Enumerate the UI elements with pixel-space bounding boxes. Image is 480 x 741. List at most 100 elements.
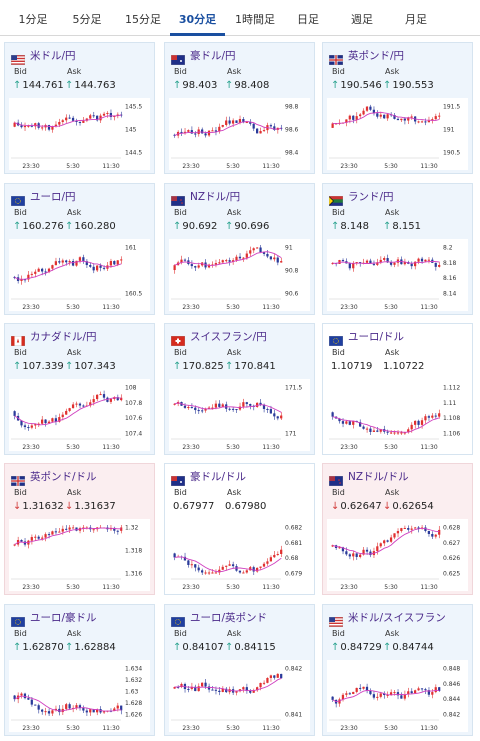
candlestick-chart[interactable]: 0.842 0.841 23:30 5:30 11:30	[169, 660, 310, 732]
x-tick-label: 5:30	[384, 304, 398, 311]
moving-average-line	[14, 397, 122, 426]
candle-body	[396, 432, 400, 434]
candle-body	[180, 683, 183, 688]
currency-card[interactable]: NZドル/円 Bid Ask ↑90.692 ↑90.696 91 90.8 90.6 23:3…	[164, 183, 315, 315]
candle-body	[407, 691, 410, 695]
candle-body	[376, 696, 379, 698]
pair-name[interactable]: 英ポンド/円	[348, 50, 405, 62]
pair-name[interactable]: ユーロ/英ポンド	[190, 612, 268, 624]
card-header: カナダドル/円	[9, 326, 154, 347]
pair-name[interactable]: 豪ドル/円	[190, 50, 236, 62]
pair-name[interactable]: 豪ドル/ドル	[190, 471, 247, 483]
tab-5min[interactable]: 5分足	[72, 13, 102, 26]
currency-card[interactable]: スイスフラン/円 Bid Ask ↑170.825 ↑170.841 171.5 171 23…	[164, 323, 315, 455]
candlestick-chart[interactable]: 0.848 0.846 0.844 0.842 23:30 5:30 11:30	[327, 660, 468, 732]
pair-name[interactable]: ユーロ/円	[30, 191, 76, 203]
candle-body	[41, 268, 44, 272]
candle-body	[365, 260, 369, 263]
pair-name[interactable]: 米ドル/円	[30, 50, 76, 62]
tab-monthly[interactable]: 月足	[405, 13, 427, 26]
pair-name[interactable]: ユーロ/ドル	[348, 331, 405, 343]
candlestick-chart[interactable]: 0.682 0.681 0.68 0.679 23:30 5:30 11:30	[169, 519, 310, 591]
candle-body	[54, 418, 57, 422]
candlestick-chart[interactable]: 145.5 145 144.5 23:30 5:30 11:30	[9, 98, 150, 170]
currency-card[interactable]: 英ポンド/ドル Bid Ask ↓1.31632 ↓1.31637 1.32 1.318 1.…	[4, 463, 155, 595]
candle-body	[235, 256, 238, 261]
currency-card[interactable]: ユーロ/英ポンド Bid Ask ↑0.84107 ↑0.84115 0.842 0.841…	[164, 604, 315, 736]
price-arrow-icon: ↑	[225, 361, 234, 372]
candle-body	[369, 106, 372, 110]
bid-value: ↑8.148	[331, 221, 370, 232]
candlestick-chart[interactable]: 8.2 8.18 8.16 8.14 23:30 5:30 11:30	[327, 239, 468, 311]
candle-body	[242, 119, 245, 123]
pair-name[interactable]: NZドル/円	[190, 191, 241, 203]
candle-body	[221, 566, 224, 570]
candle-body	[242, 257, 245, 259]
candlestick-chart[interactable]: 1.634 1.632 1.63 1.628 1.626 23:30 5:30 11:30	[9, 660, 150, 732]
currency-card[interactable]: ユーロ/ドル Bid Ask 1.10719 1.10722 1.112 1.11 1.108…	[322, 323, 473, 455]
candlestick-chart[interactable]: 1.112 1.11 1.108 1.106 23:30 5:30 11:30	[327, 379, 468, 451]
bid-value: ↑160.276	[13, 221, 64, 232]
candlestick-chart[interactable]: 171.5 171 23:30 5:30 11:30	[169, 379, 310, 451]
currency-card[interactable]: NZドル/ドル Bid Ask ↓0.62647 ↓0.62654 0.628 0.627 0…	[322, 463, 473, 595]
pair-name[interactable]: スイスフラン/円	[190, 331, 267, 343]
tab-1hour[interactable]: 1時間足	[235, 13, 275, 26]
x-tick-label: 23:30	[22, 584, 39, 591]
candle-body	[345, 693, 348, 695]
x-tick-label: 11:30	[102, 725, 119, 732]
pair-name[interactable]: 米ドル/スイスフラン	[348, 612, 446, 624]
tab-30min[interactable]: 30分足	[170, 0, 225, 36]
y-tick-label: 1.112	[443, 385, 460, 392]
candlestick-chart[interactable]: 161 160.5 23:30 5:30 11:30	[9, 239, 150, 311]
tab-15min[interactable]: 15分足	[125, 13, 161, 26]
x-tick-label: 5:30	[66, 444, 80, 451]
candle-body	[341, 260, 345, 262]
candle-body	[427, 530, 430, 534]
currency-card[interactable]: 英ポンド/円 Bid Ask ↑190.546 ↑190.553 191.5 191 190.…	[322, 42, 473, 174]
tab-daily[interactable]: 日足	[297, 13, 319, 26]
candlestick-chart[interactable]: 1.32 1.318 1.316 23:30 5:30 11:30	[9, 519, 150, 591]
candlestick-chart[interactable]: 108 107.8 107.6 107.4 23:30 5:30 11:30	[9, 379, 150, 451]
currency-card[interactable]: 豪ドル/ドル Bid Ask 0.67977 0.67980 0.682 0.681 0.68…	[164, 463, 315, 595]
currency-card[interactable]: カナダドル/円 Bid Ask ↑107.339 ↑107.343 108 107.8 107…	[4, 323, 155, 455]
candlestick-chart[interactable]: 0.628 0.627 0.626 0.625 23:30 5:30 11:30	[327, 519, 468, 591]
tab-weekly[interactable]: 週足	[351, 13, 373, 26]
pair-name[interactable]: ユーロ/豪ドル	[30, 612, 97, 624]
candle-body	[372, 430, 375, 432]
currency-card[interactable]: ユーロ/円 Bid Ask ↑160.276 ↑160.280 161 160.5 23:30…	[4, 183, 155, 315]
candlestick-chart[interactable]: 191.5 191 190.5 23:30 5:30 11:30	[327, 98, 468, 170]
candle-body	[249, 250, 252, 254]
y-tick-label: 98.6	[285, 127, 299, 134]
candle-body	[389, 432, 393, 434]
candle-body	[252, 123, 255, 129]
candle-body	[51, 531, 54, 535]
candle-body	[359, 554, 362, 557]
candle-body	[228, 564, 231, 566]
candle-body	[235, 120, 238, 123]
candlestick-chart[interactable]: 91 90.8 90.6 23:30 5:30 11:30	[169, 239, 310, 311]
candle-body	[280, 549, 283, 555]
candle-body	[225, 120, 228, 125]
x-tick-label: 5:30	[66, 304, 80, 311]
pair-name[interactable]: ランド/円	[348, 191, 394, 203]
tab-1min[interactable]: 1分足	[18, 13, 48, 26]
x-tick-label: 5:30	[226, 725, 240, 732]
currency-card[interactable]: 豪ドル/円 Bid Ask ↑98.403 ↑98.408 98.8 98.6 98.4 23:…	[164, 42, 315, 174]
pair-name[interactable]: 英ポンド/ドル	[30, 471, 97, 483]
candle-body	[345, 119, 348, 123]
candle-body	[372, 263, 375, 265]
y-tick-label: 1.626	[125, 712, 142, 719]
candlestick-chart[interactable]: 98.8 98.6 98.4 23:30 5:30 11:30	[169, 98, 310, 170]
candle-body	[262, 563, 266, 567]
candle-body	[280, 673, 283, 679]
currency-card[interactable]: 米ドル/円 Bid Ask ↑144.761 ↑144.763 145.5 145 144.5…	[4, 42, 155, 174]
currency-card[interactable]: ユーロ/豪ドル Bid Ask ↑1.62870 ↑1.62884 1.634 1.632 1…	[4, 604, 155, 736]
pair-name[interactable]: カナダドル/円	[30, 331, 97, 343]
candle-body	[218, 126, 221, 132]
pair-name[interactable]: NZドル/ドル	[348, 471, 409, 483]
candle-body	[331, 123, 334, 128]
currency-card[interactable]: 米ドル/スイスフラン Bid Ask ↑0.84729 ↑0.84744 0.848 0.8…	[322, 604, 473, 736]
candle-body	[85, 118, 88, 121]
currency-card[interactable]: ランド/円 Bid Ask ↑8.148 ↑8.151 8.2 8.18 8.16 8.14 23…	[322, 183, 473, 315]
candle-body	[410, 116, 413, 118]
